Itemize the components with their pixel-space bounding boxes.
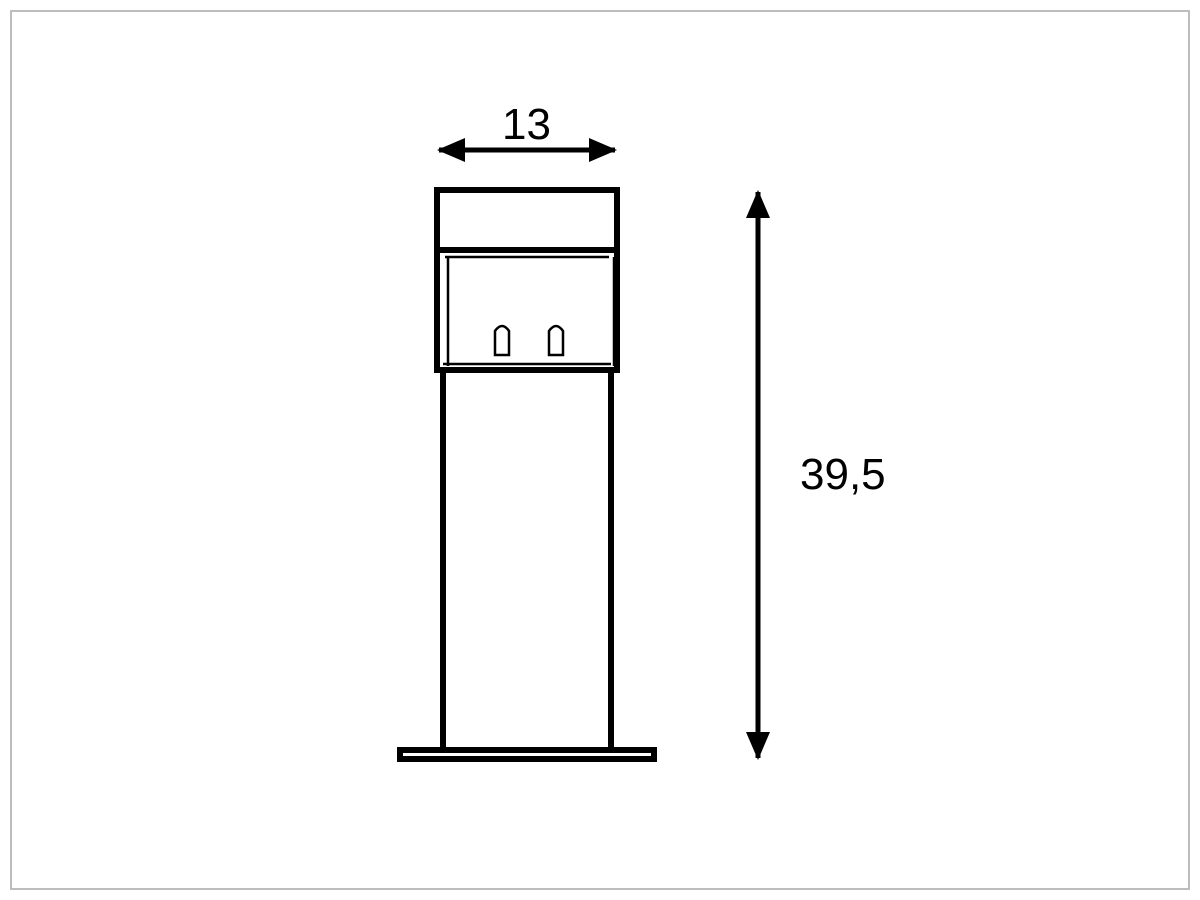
canvas-frame bbox=[10, 10, 1190, 890]
height-dimension-label: 39,5 bbox=[800, 450, 886, 500]
width-dimension-label: 13 bbox=[502, 100, 551, 150]
